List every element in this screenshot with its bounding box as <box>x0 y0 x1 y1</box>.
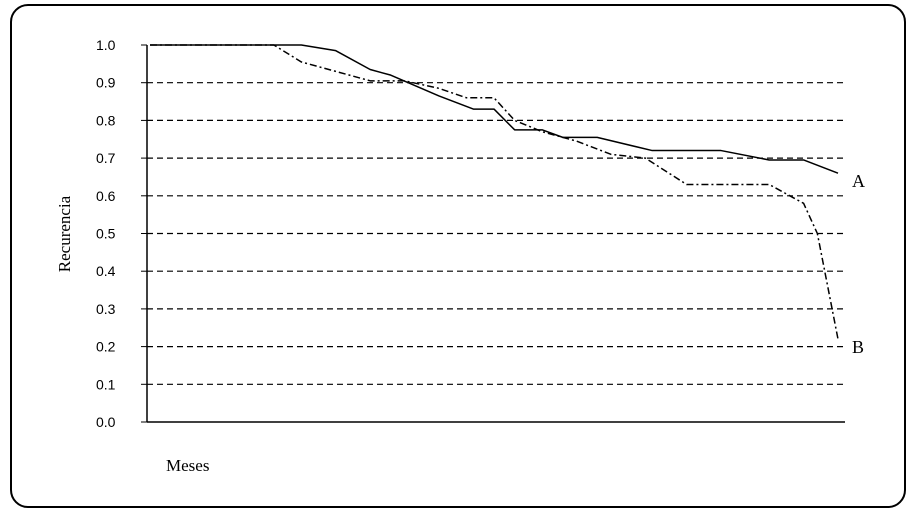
y-tick-labels: 0.0 0.1 0.2 0.3 0.4 0.5 0.6 0.7 0.8 0.9 1.0 <box>96 37 147 430</box>
y-tick-label: 0.1 <box>96 376 116 392</box>
series-line-b <box>150 44 839 340</box>
x-axis-label: Meses <box>166 456 209 475</box>
series-label-b: B <box>852 337 864 357</box>
series-label-a: A <box>852 171 865 191</box>
y-tick-label: 0.4 <box>96 263 116 279</box>
y-tick-label: 0.9 <box>96 75 116 91</box>
y-tick-label: 0.8 <box>96 112 116 128</box>
y-tick-label: 0.6 <box>96 188 116 204</box>
series-labels: AB <box>852 171 865 357</box>
series-line-a <box>150 44 839 174</box>
chart-frame <box>10 4 906 508</box>
y-tick-label: 0.2 <box>96 339 116 355</box>
y-tick-label: 0.0 <box>96 414 116 430</box>
y-tick-label: 0.7 <box>96 150 116 166</box>
y-tick-label: 0.3 <box>96 301 116 317</box>
gridlines <box>147 82 845 385</box>
series-lines <box>150 44 839 340</box>
y-axis-label: Recurencia <box>55 195 74 272</box>
y-tick-label: 0.5 <box>96 226 116 242</box>
y-tick-label: 1.0 <box>96 37 116 53</box>
